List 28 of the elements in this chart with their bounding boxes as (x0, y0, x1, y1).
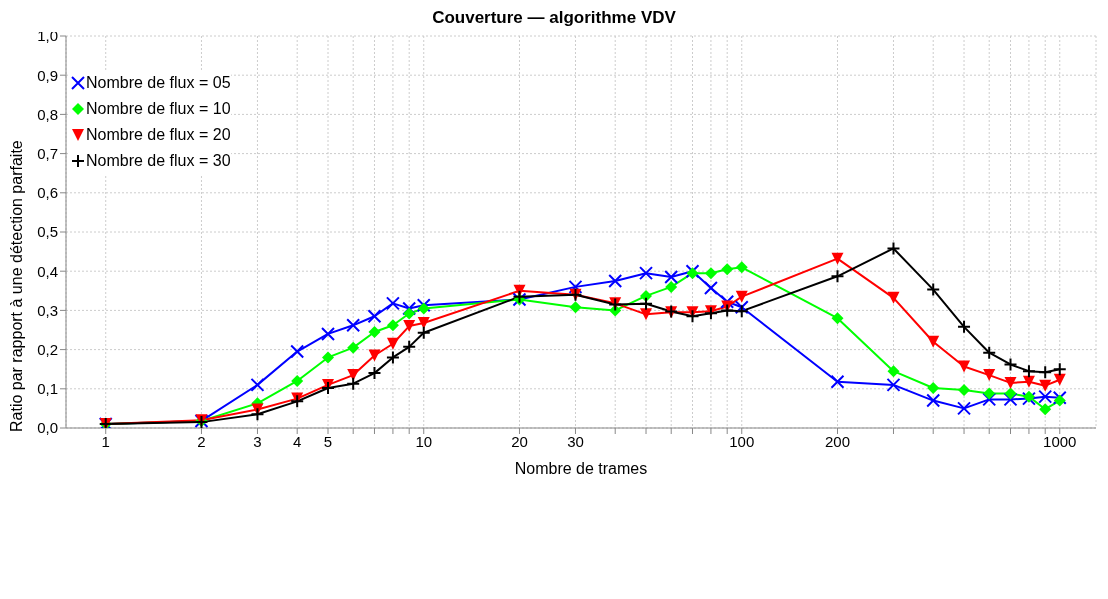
legend-label: Nombre de flux = 10 (86, 100, 231, 118)
y-tick-label: 0,6 (37, 184, 58, 202)
y-tick-label: 0,5 (37, 223, 58, 241)
x-axis-title: Nombre de trames (514, 460, 648, 477)
x-tick-label: 200 (824, 432, 850, 450)
y-tick-label: 0,7 (37, 144, 58, 162)
y-tick-label: 0,4 (37, 262, 58, 280)
x-tick-label: 2 (197, 432, 206, 450)
x-tick-label: 20 (511, 432, 528, 450)
chart-title: Couverture — algorithme VDV (432, 8, 676, 27)
y-tick-label: 0,8 (37, 105, 58, 123)
legend-label: Nombre de flux = 30 (86, 152, 231, 170)
legend-label: Nombre de flux = 20 (86, 126, 231, 144)
x-tick-label: 10 (415, 432, 433, 450)
x-tick-label: 30 (567, 432, 584, 450)
y-tick-label: 0,3 (37, 301, 58, 319)
y-tick-label: 0,2 (37, 340, 58, 358)
x-tick-label: 1 (101, 432, 110, 450)
y-axis-title: Ratio par rapport à une détection parfaite (7, 140, 25, 432)
x-tick-label: 100 (729, 432, 755, 450)
x-tick-label: 4 (293, 432, 302, 450)
x-tick-label: 1000 (1043, 432, 1077, 450)
legend-label: Nombre de flux = 05 (86, 74, 231, 92)
x-tick-label: 5 (323, 432, 333, 450)
x-tick-label: 3 (253, 432, 262, 450)
y-tick-label: 0,9 (37, 66, 58, 84)
y-tick-label: 0,0 (37, 419, 58, 437)
y-tick-label: 0,1 (37, 380, 58, 398)
